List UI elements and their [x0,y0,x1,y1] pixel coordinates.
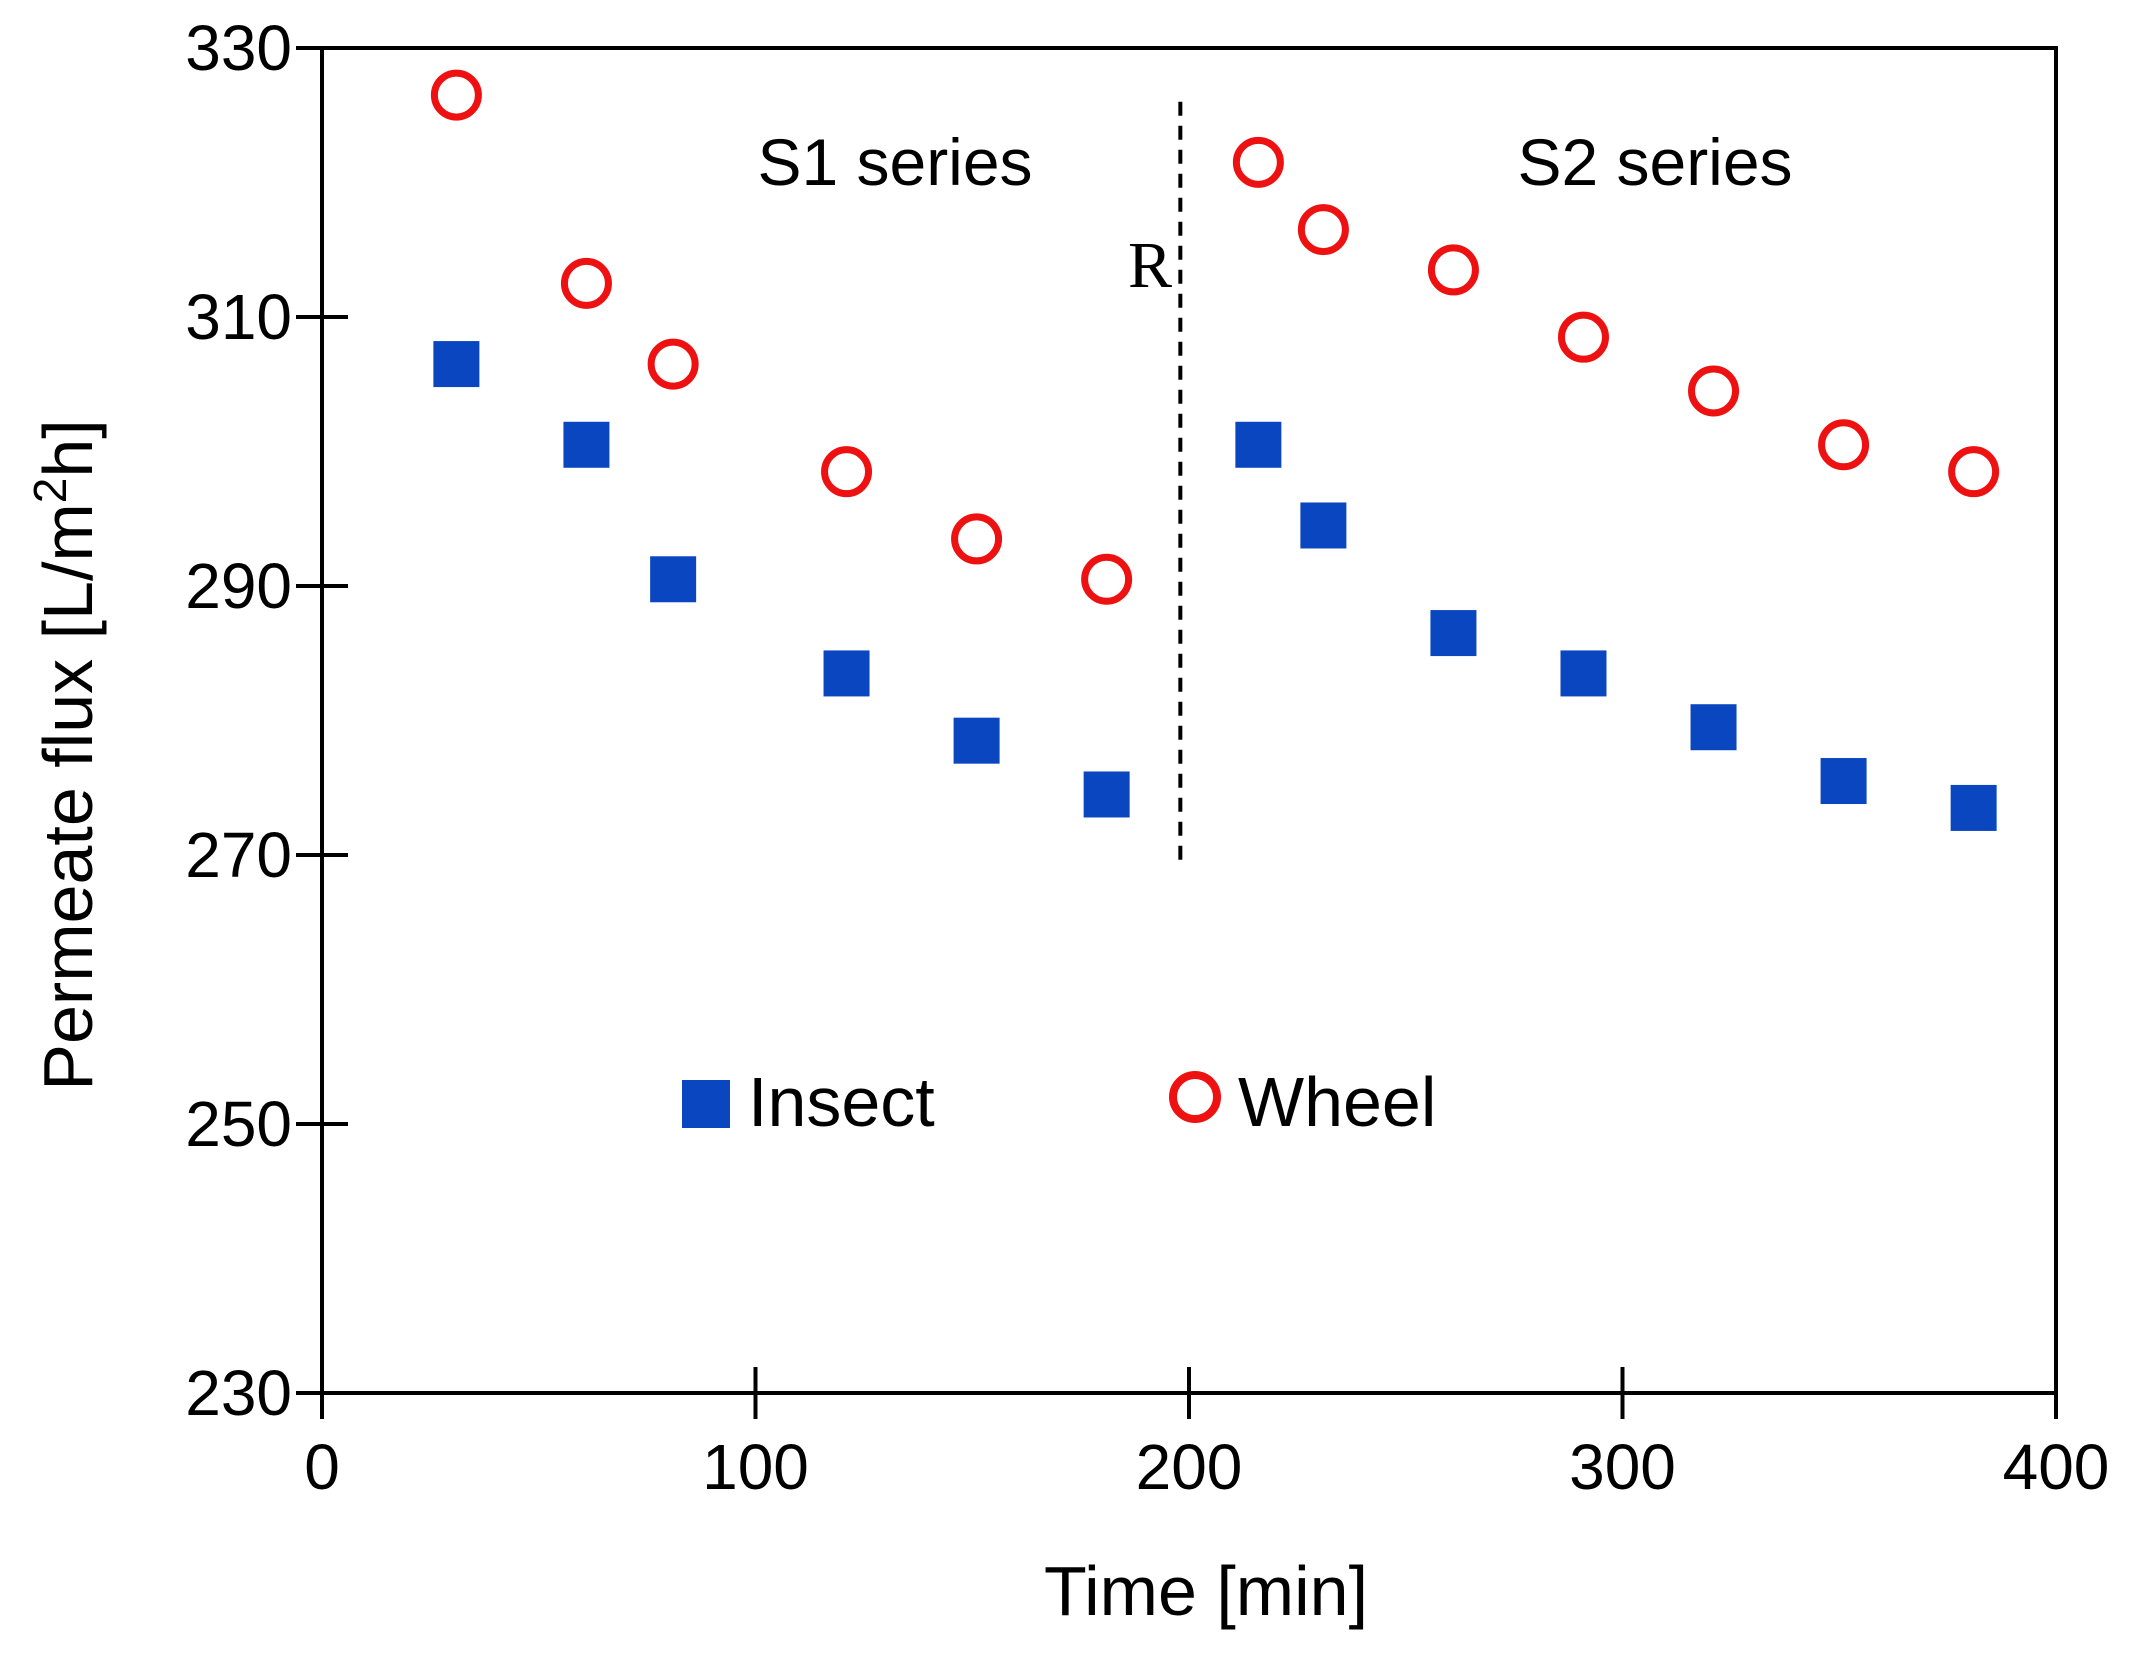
insect-point [1235,421,1282,468]
insect-point [1950,784,1997,831]
x-axis-title: Time [min] [1044,1552,1368,1630]
insect-point [823,650,870,697]
y-axis-title-end: h] [29,419,107,477]
insect-point [1820,758,1867,805]
insect-point [1690,704,1737,751]
wheel-point [1948,446,2000,498]
y-tick-label: 270 [185,819,292,891]
x-tick-label: 300 [1569,1431,1676,1503]
y-tick-label: 290 [185,550,292,622]
insect-point [1300,502,1347,549]
legend-marker-wheel [1169,1071,1221,1123]
wheel-point [1081,553,1133,605]
insect-point [1430,610,1477,657]
x-tick-label: 0 [304,1431,340,1503]
y-tick-label: 250 [185,1088,292,1160]
wheel-point [1427,244,1479,296]
x-tick-label: 100 [702,1431,809,1503]
wheel-point [821,446,873,498]
wheel-point [1232,136,1284,188]
x-tick-label: 200 [1136,1431,1243,1503]
wheel-point [1557,311,1609,363]
wheel-point [1297,204,1349,256]
y-tick-label: 230 [185,1357,292,1429]
wheel-point [1818,419,1870,471]
wheel-point [430,69,482,121]
y-axis-title-sup: 2 [24,478,76,504]
wheel-point [560,257,612,309]
insect-point [1083,771,1130,818]
insect-point [563,421,610,468]
plot-frame [320,46,2058,1395]
y-axis-title-main: Permeate flux [L/m [29,503,107,1090]
s2-series-label: S2 series [1517,125,1792,199]
r-label: R [1128,229,1172,302]
legend-label-wheel: Wheel [1238,1063,1436,1141]
y-tick-label: 330 [185,12,292,84]
data-points [430,69,2000,831]
y-axis-title: Permeate flux [L/m2h] [24,419,107,1090]
legend-marker-insect [682,1080,730,1128]
legend: Insect Wheel [682,1063,1436,1141]
wheel-point [951,513,1003,565]
insect-point [953,717,1000,764]
legend-label-insect: Insect [748,1063,935,1141]
axes: 0 100 200 300 400 230 250 270 290 310 330 [185,12,2109,1503]
wheel-point [647,338,699,390]
wheel-point [1688,365,1740,417]
insect-point [433,341,480,388]
y-tick-label: 310 [185,281,292,353]
insect-point [650,556,697,603]
s1-series-label: S1 series [757,125,1032,199]
insect-point [1560,650,1607,697]
x-tick-label: 400 [2003,1431,2110,1503]
